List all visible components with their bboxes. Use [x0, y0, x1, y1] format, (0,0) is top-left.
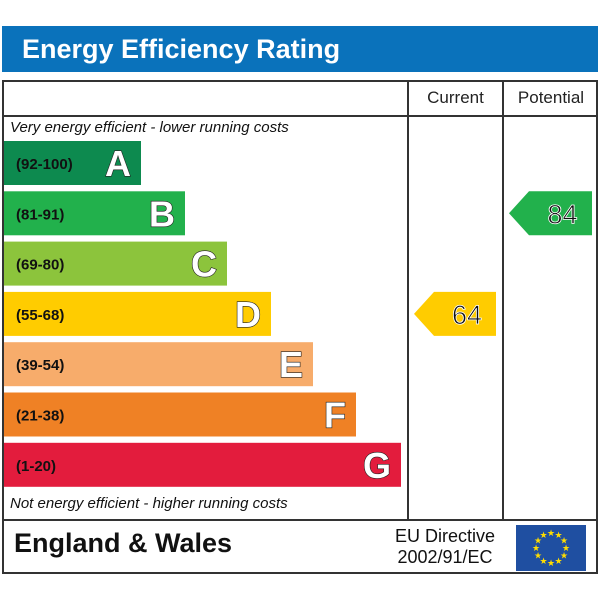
- rating-title: Energy Efficiency Rating: [2, 26, 598, 72]
- band-letter-g: G: [363, 445, 391, 486]
- eu-star-icon: ★: [547, 559, 555, 569]
- band-range-d: (55-68): [16, 307, 64, 324]
- current-rating-arrow: 64: [414, 291, 496, 336]
- potential-rating-arrow-shape: [509, 191, 592, 236]
- band-letter-e: E: [279, 344, 303, 385]
- region-label: England & Wales: [14, 528, 233, 558]
- efficient-note: Very energy efficient - lower running co…: [10, 119, 289, 136]
- eu-star-icon: ★: [532, 544, 540, 554]
- band-d: (55-68) D: [4, 291, 271, 336]
- eu-star-icon: ★: [534, 537, 542, 547]
- band-letter-c: C: [191, 244, 217, 285]
- current-rating-arrow-value: 64: [452, 300, 482, 330]
- band-e: (39-54) E: [4, 342, 313, 387]
- eu-star-icon: ★: [554, 531, 562, 541]
- potential-rating-arrow: 84: [509, 191, 592, 236]
- potential-rating-arrow-value: 84: [547, 199, 577, 229]
- band-range-f: (21-38): [16, 408, 64, 425]
- current-column-divider: [407, 80, 409, 520]
- eu-star-icon: ★: [539, 531, 547, 541]
- band-bar-e: [4, 342, 313, 387]
- eu-directive-line2: 2002/91/EC: [397, 547, 493, 567]
- band-bar-b: [4, 191, 185, 236]
- inefficient-note: Not energy efficient - higher running co…: [10, 495, 288, 512]
- band-range-c: (69-80): [16, 257, 64, 274]
- band-f: (21-38) F: [4, 392, 356, 437]
- band-bar-c: [4, 241, 227, 286]
- current-rating-arrow-shape: [414, 291, 496, 336]
- band-range-b: (81-91): [16, 206, 64, 223]
- footer-divider: [2, 519, 598, 521]
- band-letter-f: F: [324, 395, 346, 436]
- band-bar-f: [4, 392, 356, 437]
- band-letter-b: B: [149, 193, 175, 234]
- potential-column-header: Potential: [517, 88, 585, 107]
- band-bar-g: [4, 442, 401, 487]
- eu-star-icon: ★: [554, 557, 562, 567]
- eu-star-icon: ★: [539, 557, 547, 567]
- band-range-e: (39-54): [16, 357, 64, 374]
- eu-directive-label: EU Directive 2002/91/EC: [383, 526, 507, 568]
- band-bar-d: [4, 291, 271, 336]
- eu-flag-field: [516, 525, 586, 571]
- eu-star-icon: ★: [547, 529, 555, 539]
- eu-flag-icon: ★ ★★★★★★★★★★★: [516, 525, 586, 571]
- band-a: (92-100) A: [4, 141, 141, 185]
- potential-column-divider: [502, 80, 504, 520]
- band-g: (1-20) G: [4, 442, 401, 487]
- rating-frame: [2, 80, 598, 574]
- eu-directive-line1: EU Directive: [394, 526, 496, 546]
- eu-star-icon: ★: [560, 552, 568, 562]
- band-range-g: (1-20): [16, 458, 56, 475]
- column-header-divider: [2, 115, 598, 117]
- eu-star-icon: ★: [534, 552, 542, 562]
- band-letter-d: D: [235, 294, 261, 335]
- eu-star-icon: ★: [560, 537, 568, 547]
- band-range-a: (92-100): [16, 156, 73, 173]
- eu-star-icon: ★: [562, 544, 570, 554]
- band-b: (81-91) B: [4, 191, 185, 236]
- band-letter-a: A: [105, 143, 131, 184]
- band-bar-a: [4, 141, 141, 185]
- current-column-header: Current: [427, 88, 484, 107]
- band-c: (69-80) C: [4, 241, 227, 286]
